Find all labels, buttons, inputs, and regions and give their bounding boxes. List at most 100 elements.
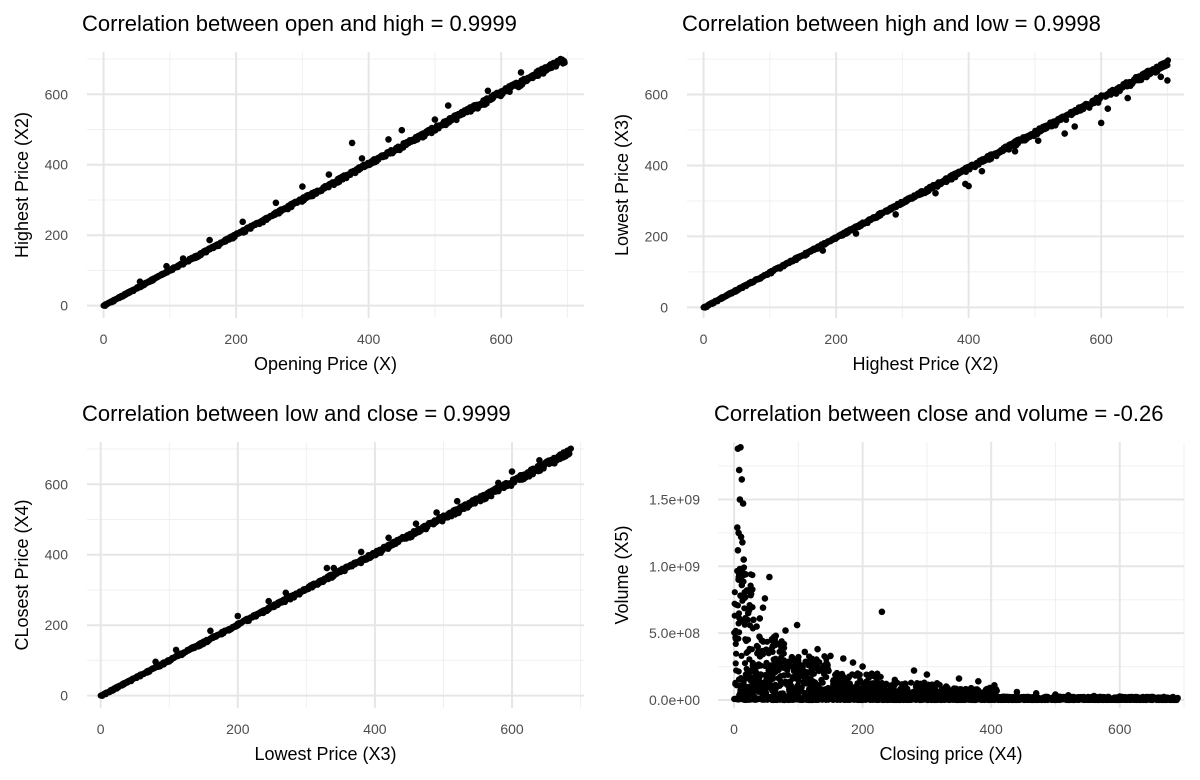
data-point [963, 695, 971, 703]
data-point [536, 457, 543, 464]
data-point [845, 696, 852, 704]
data-point [1090, 692, 1098, 700]
data-point [867, 685, 874, 692]
data-point [868, 689, 876, 697]
data-point [752, 695, 759, 703]
data-point [775, 675, 782, 682]
data-point [759, 604, 767, 611]
data-point [1097, 119, 1105, 127]
x-tick-label: 200 [824, 331, 848, 347]
data-point [742, 571, 749, 578]
data-point [762, 684, 769, 691]
data-point [782, 627, 789, 634]
data-point [239, 218, 246, 226]
data-point [784, 671, 791, 679]
data-point [859, 663, 866, 670]
data-point [756, 615, 764, 622]
data-point [986, 684, 994, 692]
data-point [761, 689, 769, 696]
x-axis-label: Lowest Price (X3) [254, 744, 396, 764]
data-point [1155, 695, 1162, 702]
y-tick-label: 400 [645, 157, 669, 173]
data-point [753, 687, 760, 694]
data-point [1026, 696, 1033, 704]
data-point [737, 444, 744, 451]
data-point [749, 572, 756, 579]
data-point [1107, 695, 1114, 703]
data-point [1018, 695, 1025, 702]
data-point [887, 683, 894, 690]
data-point [732, 695, 739, 702]
data-point [772, 632, 780, 640]
data-point [1148, 694, 1156, 701]
data-point [772, 682, 779, 689]
data-point [738, 652, 745, 660]
data-point [881, 682, 888, 690]
data-point [736, 565, 744, 573]
data-point [819, 247, 827, 254]
data-point [785, 696, 792, 703]
data-point [746, 603, 754, 610]
x-tick-label: 400 [363, 721, 387, 737]
data-point [753, 677, 760, 685]
y-tick-label: 0 [60, 298, 68, 314]
data-point [742, 594, 749, 601]
data-point [566, 450, 573, 457]
data-point [1099, 696, 1106, 704]
data-point [299, 183, 306, 190]
data-point [1032, 690, 1040, 697]
data-point [433, 509, 440, 516]
data-point [761, 595, 769, 602]
data-point [937, 696, 944, 703]
data-point [136, 278, 144, 286]
y-tick-label: 600 [645, 87, 669, 103]
data-point [1008, 696, 1015, 703]
x-tick-label: 600 [500, 721, 524, 737]
x-tick-label: 200 [224, 331, 248, 347]
data-point [756, 633, 763, 640]
data-point [793, 671, 800, 678]
data-point [750, 616, 757, 624]
data-point [735, 676, 743, 683]
data-point [206, 236, 213, 244]
data-point [756, 671, 763, 679]
y-tick-label: 0 [60, 688, 68, 704]
chart-title: Correlation between open and high = 0.99… [82, 11, 517, 36]
x-tick-label: 0 [100, 331, 108, 347]
data-point [1011, 148, 1019, 155]
data-point [833, 669, 841, 677]
y-axis-label: CLosest Price (X4) [12, 499, 32, 650]
gridlines [687, 52, 1184, 318]
data-point [970, 696, 977, 703]
chart-panel-4: 0 200 400 6000.0e+005.0e+081.0e+091.5e+09Co… [612, 401, 1185, 764]
data-point [939, 690, 946, 697]
data-point [823, 674, 830, 681]
data-point [746, 656, 753, 663]
data-point [892, 211, 899, 218]
x-tick-label: 0 [97, 721, 105, 737]
data-point [745, 696, 752, 703]
data-point [739, 500, 747, 507]
data-point [908, 679, 915, 686]
data-point [852, 230, 860, 237]
data-point [815, 682, 822, 689]
chart-title: Correlation between low and close = 0.99… [82, 401, 511, 426]
data-point [431, 116, 439, 123]
data-point [323, 564, 331, 572]
y-tick-label: 200 [45, 227, 69, 243]
data-point [1174, 694, 1181, 702]
y-tick-label: 5.0e+08 [649, 625, 700, 641]
data-point [818, 676, 825, 684]
y-axis-label: Lowest Price (X3) [612, 114, 632, 256]
data-point [766, 573, 773, 581]
data-point [827, 652, 834, 660]
data-point [957, 686, 964, 693]
data-point [854, 671, 861, 679]
data-point [736, 629, 743, 636]
data-point [891, 676, 899, 684]
data-point [742, 636, 749, 643]
data-point [962, 180, 969, 188]
gridlines [718, 442, 1185, 708]
